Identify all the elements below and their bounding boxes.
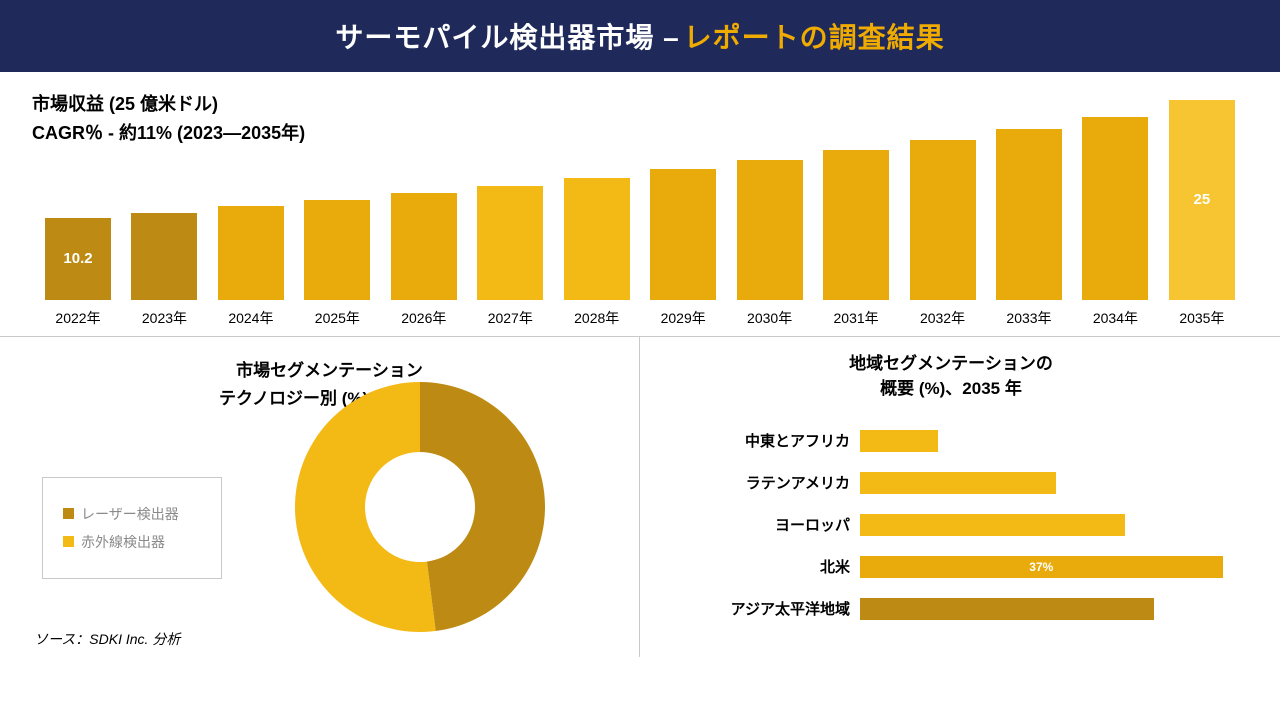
- region-bar: 37%: [860, 556, 1223, 578]
- bar-group: 2029年: [643, 169, 723, 328]
- donut-slice: [420, 382, 545, 631]
- bar-group: 2033年: [989, 129, 1069, 328]
- region-label: 中東とアフリカ: [650, 430, 860, 451]
- bar-value-label: 25: [1194, 191, 1211, 208]
- revenue-bar: [823, 150, 889, 300]
- bar-group: 2023年: [124, 213, 204, 328]
- region-bar-track: [860, 598, 1252, 620]
- region-bar-track: [860, 430, 1252, 452]
- bar-group: 2027年: [470, 186, 550, 328]
- region-bar-track: 37%: [860, 556, 1252, 578]
- region-row: 中東とアフリカ: [650, 420, 1252, 462]
- region-label: ラテンアメリカ: [650, 472, 860, 493]
- bottom-row: 市場セグメンテーション テクノロジー別 (%)、2035年 52% レーザー検出…: [0, 337, 1280, 657]
- region-label: アジア太平洋地域: [650, 598, 860, 619]
- revenue-bar-chart: 10.2 2022年 2023年 2024年 2025年 2026年 2027年 2028年 2…: [32, 108, 1248, 328]
- region-bar-track: [860, 514, 1252, 536]
- bar-year-label: 2030年: [747, 308, 792, 328]
- region-bar-value: 37%: [1029, 560, 1053, 574]
- donut-center-label: 52%: [372, 497, 406, 517]
- donut-slice: [295, 382, 436, 632]
- region-bar: [860, 514, 1125, 536]
- region-bar-track: [860, 472, 1252, 494]
- bar-year-label: 2033年: [1006, 308, 1051, 328]
- legend-swatch: [63, 508, 74, 519]
- revenue-bar: [910, 140, 976, 300]
- bar-group: 2028年: [557, 178, 637, 328]
- region-bar: [860, 430, 938, 452]
- legend-item: レーザー検出器: [63, 504, 201, 524]
- bar-group: 2032年: [903, 140, 983, 328]
- bar-year-label: 2028年: [574, 308, 619, 328]
- bar-year-label: 2023年: [142, 308, 187, 328]
- revenue-bar: [996, 129, 1062, 300]
- region-bar: [860, 472, 1056, 494]
- bar-group: 2034年: [1075, 117, 1155, 328]
- bar-group: 2031年: [816, 150, 896, 328]
- region-row: ヨーロッパ: [650, 504, 1252, 546]
- bar-year-label: 2025年: [315, 308, 360, 328]
- bar-year-label: 2034年: [1093, 308, 1138, 328]
- legend-swatch: [63, 536, 74, 547]
- donut-chart: 52%: [290, 377, 550, 637]
- region-title: 地域セグメンテーションの 概要 (%)、2035 年: [650, 351, 1252, 402]
- revenue-bar: [304, 200, 370, 300]
- region-label: 北米: [650, 556, 860, 577]
- legend-text: 赤外線検出器: [81, 532, 165, 552]
- region-row: 北米 37%: [650, 546, 1252, 588]
- segmentation-panel: 市場セグメンテーション テクノロジー別 (%)、2035年 52% レーザー検出…: [0, 337, 640, 657]
- header-band: サーモパイル検出器市場 – レポートの調査結果: [0, 0, 1280, 72]
- revenue-bar: [477, 186, 543, 300]
- header-title-part2: レポートの調査結果: [684, 16, 945, 56]
- bar-group: 2025年: [297, 200, 377, 328]
- revenue-bar: [218, 206, 284, 300]
- revenue-bar: [737, 160, 803, 300]
- region-panel: 地域セグメンテーションの 概要 (%)、2035 年 中東とアフリカラテンアメリ…: [640, 337, 1280, 657]
- revenue-bar: [391, 193, 457, 300]
- region-hbar-chart: 中東とアフリカラテンアメリカヨーロッパ北米 37% アジア太平洋地域: [650, 420, 1252, 630]
- bar-group: 25 2035年: [1162, 100, 1242, 328]
- region-title-line1: 地域セグメンテーションの: [650, 351, 1252, 377]
- header-title-part1: サーモパイル検出器市場 –: [335, 16, 679, 56]
- region-bar: [860, 598, 1154, 620]
- revenue-bar: [650, 169, 716, 300]
- revenue-bar: [131, 213, 197, 300]
- bar-year-label: 2022年: [55, 308, 100, 328]
- donut-legend: レーザー検出器赤外線検出器: [42, 477, 222, 579]
- revenue-bar: 10.2: [45, 218, 111, 300]
- bar-year-label: 2027年: [488, 308, 533, 328]
- region-title-line2: 概要 (%)、2035 年: [650, 376, 1252, 402]
- bar-value-label: 10.2: [63, 250, 92, 267]
- bar-group: 2026年: [384, 193, 464, 328]
- bar-year-label: 2024年: [228, 308, 273, 328]
- region-label: ヨーロッパ: [650, 514, 860, 535]
- region-row: アジア太平洋地域: [650, 588, 1252, 630]
- legend-item: 赤外線検出器: [63, 532, 201, 552]
- bar-year-label: 2031年: [834, 308, 879, 328]
- revenue-bar: [564, 178, 630, 300]
- top-section: 市場収益 (25 億米ドル) CAGR％ - 約11% (2023―2035年)…: [0, 72, 1280, 337]
- legend-text: レーザー検出器: [81, 504, 179, 524]
- bar-year-label: 2029年: [661, 308, 706, 328]
- region-row: ラテンアメリカ: [650, 462, 1252, 504]
- revenue-bar: 25: [1169, 100, 1235, 300]
- bar-group: 2030年: [730, 160, 810, 328]
- bar-year-label: 2035年: [1179, 308, 1224, 328]
- bar-group: 10.2 2022年: [38, 218, 118, 328]
- revenue-bar: [1082, 117, 1148, 300]
- source-attribution: ソース：SDKI Inc. 分析: [34, 629, 180, 649]
- bar-year-label: 2026年: [401, 308, 446, 328]
- bar-year-label: 2032年: [920, 308, 965, 328]
- bar-group: 2024年: [211, 206, 291, 328]
